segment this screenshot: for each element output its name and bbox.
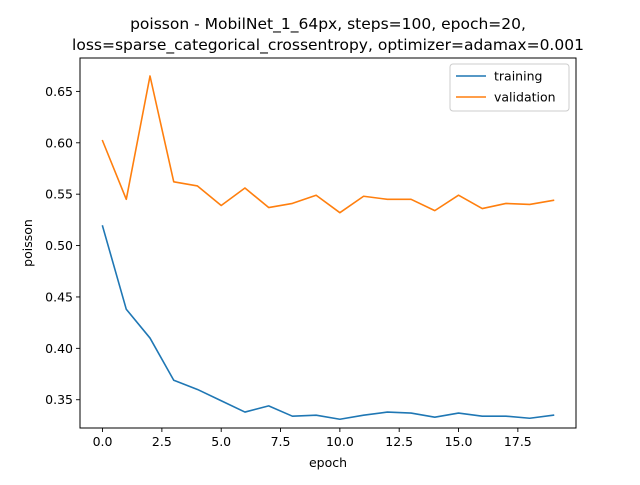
x-tick-label: 15.0 bbox=[445, 434, 473, 449]
y-tick-label: 0.55 bbox=[45, 187, 73, 202]
x-tick-label: 5.0 bbox=[211, 434, 231, 449]
y-tick-label: 0.45 bbox=[45, 289, 73, 304]
chart-title: poisson - MobilNet_1_64px, steps=100, ep… bbox=[72, 15, 584, 55]
plot-frame bbox=[79, 57, 577, 429]
legend-label-validation: validation bbox=[494, 90, 556, 105]
x-tick-label: 12.5 bbox=[385, 434, 413, 449]
x-tick-label: 17.5 bbox=[504, 434, 532, 449]
y-tick-label: 0.40 bbox=[45, 341, 73, 356]
legend: training validation bbox=[449, 63, 570, 112]
y-axis-ticks: 0.35 0.40 0.45 0.50 0.55 0.60 0.65 bbox=[45, 84, 80, 407]
x-tick-label: 0.0 bbox=[93, 434, 113, 449]
x-tick-label: 7.5 bbox=[271, 434, 291, 449]
y-axis-label: poisson bbox=[20, 219, 35, 267]
y-tick-label: 0.35 bbox=[45, 392, 73, 407]
series-line-validation bbox=[101, 75, 555, 214]
y-tick-label: 0.50 bbox=[45, 238, 73, 253]
x-axis-ticks: 0.0 2.5 5.0 7.5 10.0 12.5 15.0 17.5 bbox=[93, 428, 532, 449]
y-tick-label: 0.65 bbox=[45, 84, 73, 99]
legend-items: training validation bbox=[456, 69, 556, 105]
series-layer bbox=[101, 75, 555, 421]
x-tick-label: 2.5 bbox=[152, 434, 172, 449]
chart-title-line-1: poisson - MobilNet_1_64px, steps=100, ep… bbox=[130, 15, 526, 34]
series-line-training bbox=[101, 225, 555, 421]
chart-title-line-2: loss=sparse_categorical_crossentropy, op… bbox=[72, 36, 584, 55]
x-tick-label: 10.0 bbox=[326, 434, 354, 449]
legend-label-training: training bbox=[494, 69, 542, 84]
y-tick-label: 0.60 bbox=[45, 135, 73, 150]
x-axis-label: epoch bbox=[309, 455, 347, 470]
